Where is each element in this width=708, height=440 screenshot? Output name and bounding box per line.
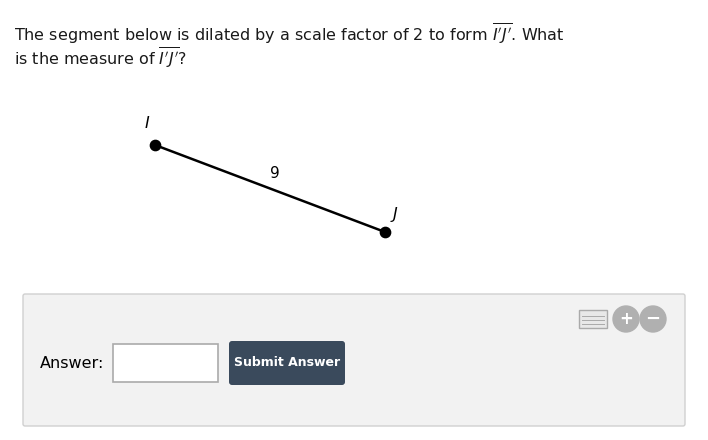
Text: I: I bbox=[145, 116, 150, 131]
Text: +: + bbox=[619, 310, 633, 328]
Text: Submit Answer: Submit Answer bbox=[234, 356, 340, 370]
Text: Answer:: Answer: bbox=[40, 356, 104, 370]
Text: The segment below is dilated by a scale factor of 2 to form $\overline{I'J'}$. W: The segment below is dilated by a scale … bbox=[14, 22, 565, 46]
Text: is the measure of $\overline{I'J'}$?: is the measure of $\overline{I'J'}$? bbox=[14, 46, 187, 70]
Bar bbox=[579, 310, 607, 328]
Point bbox=[379, 228, 391, 235]
Point bbox=[149, 142, 161, 149]
Text: −: − bbox=[646, 310, 661, 328]
Text: J: J bbox=[393, 207, 398, 222]
FancyBboxPatch shape bbox=[23, 294, 685, 426]
Circle shape bbox=[613, 306, 639, 332]
FancyBboxPatch shape bbox=[229, 341, 345, 385]
Text: 9: 9 bbox=[270, 166, 280, 181]
Bar bbox=[113, 344, 218, 382]
Circle shape bbox=[640, 306, 666, 332]
